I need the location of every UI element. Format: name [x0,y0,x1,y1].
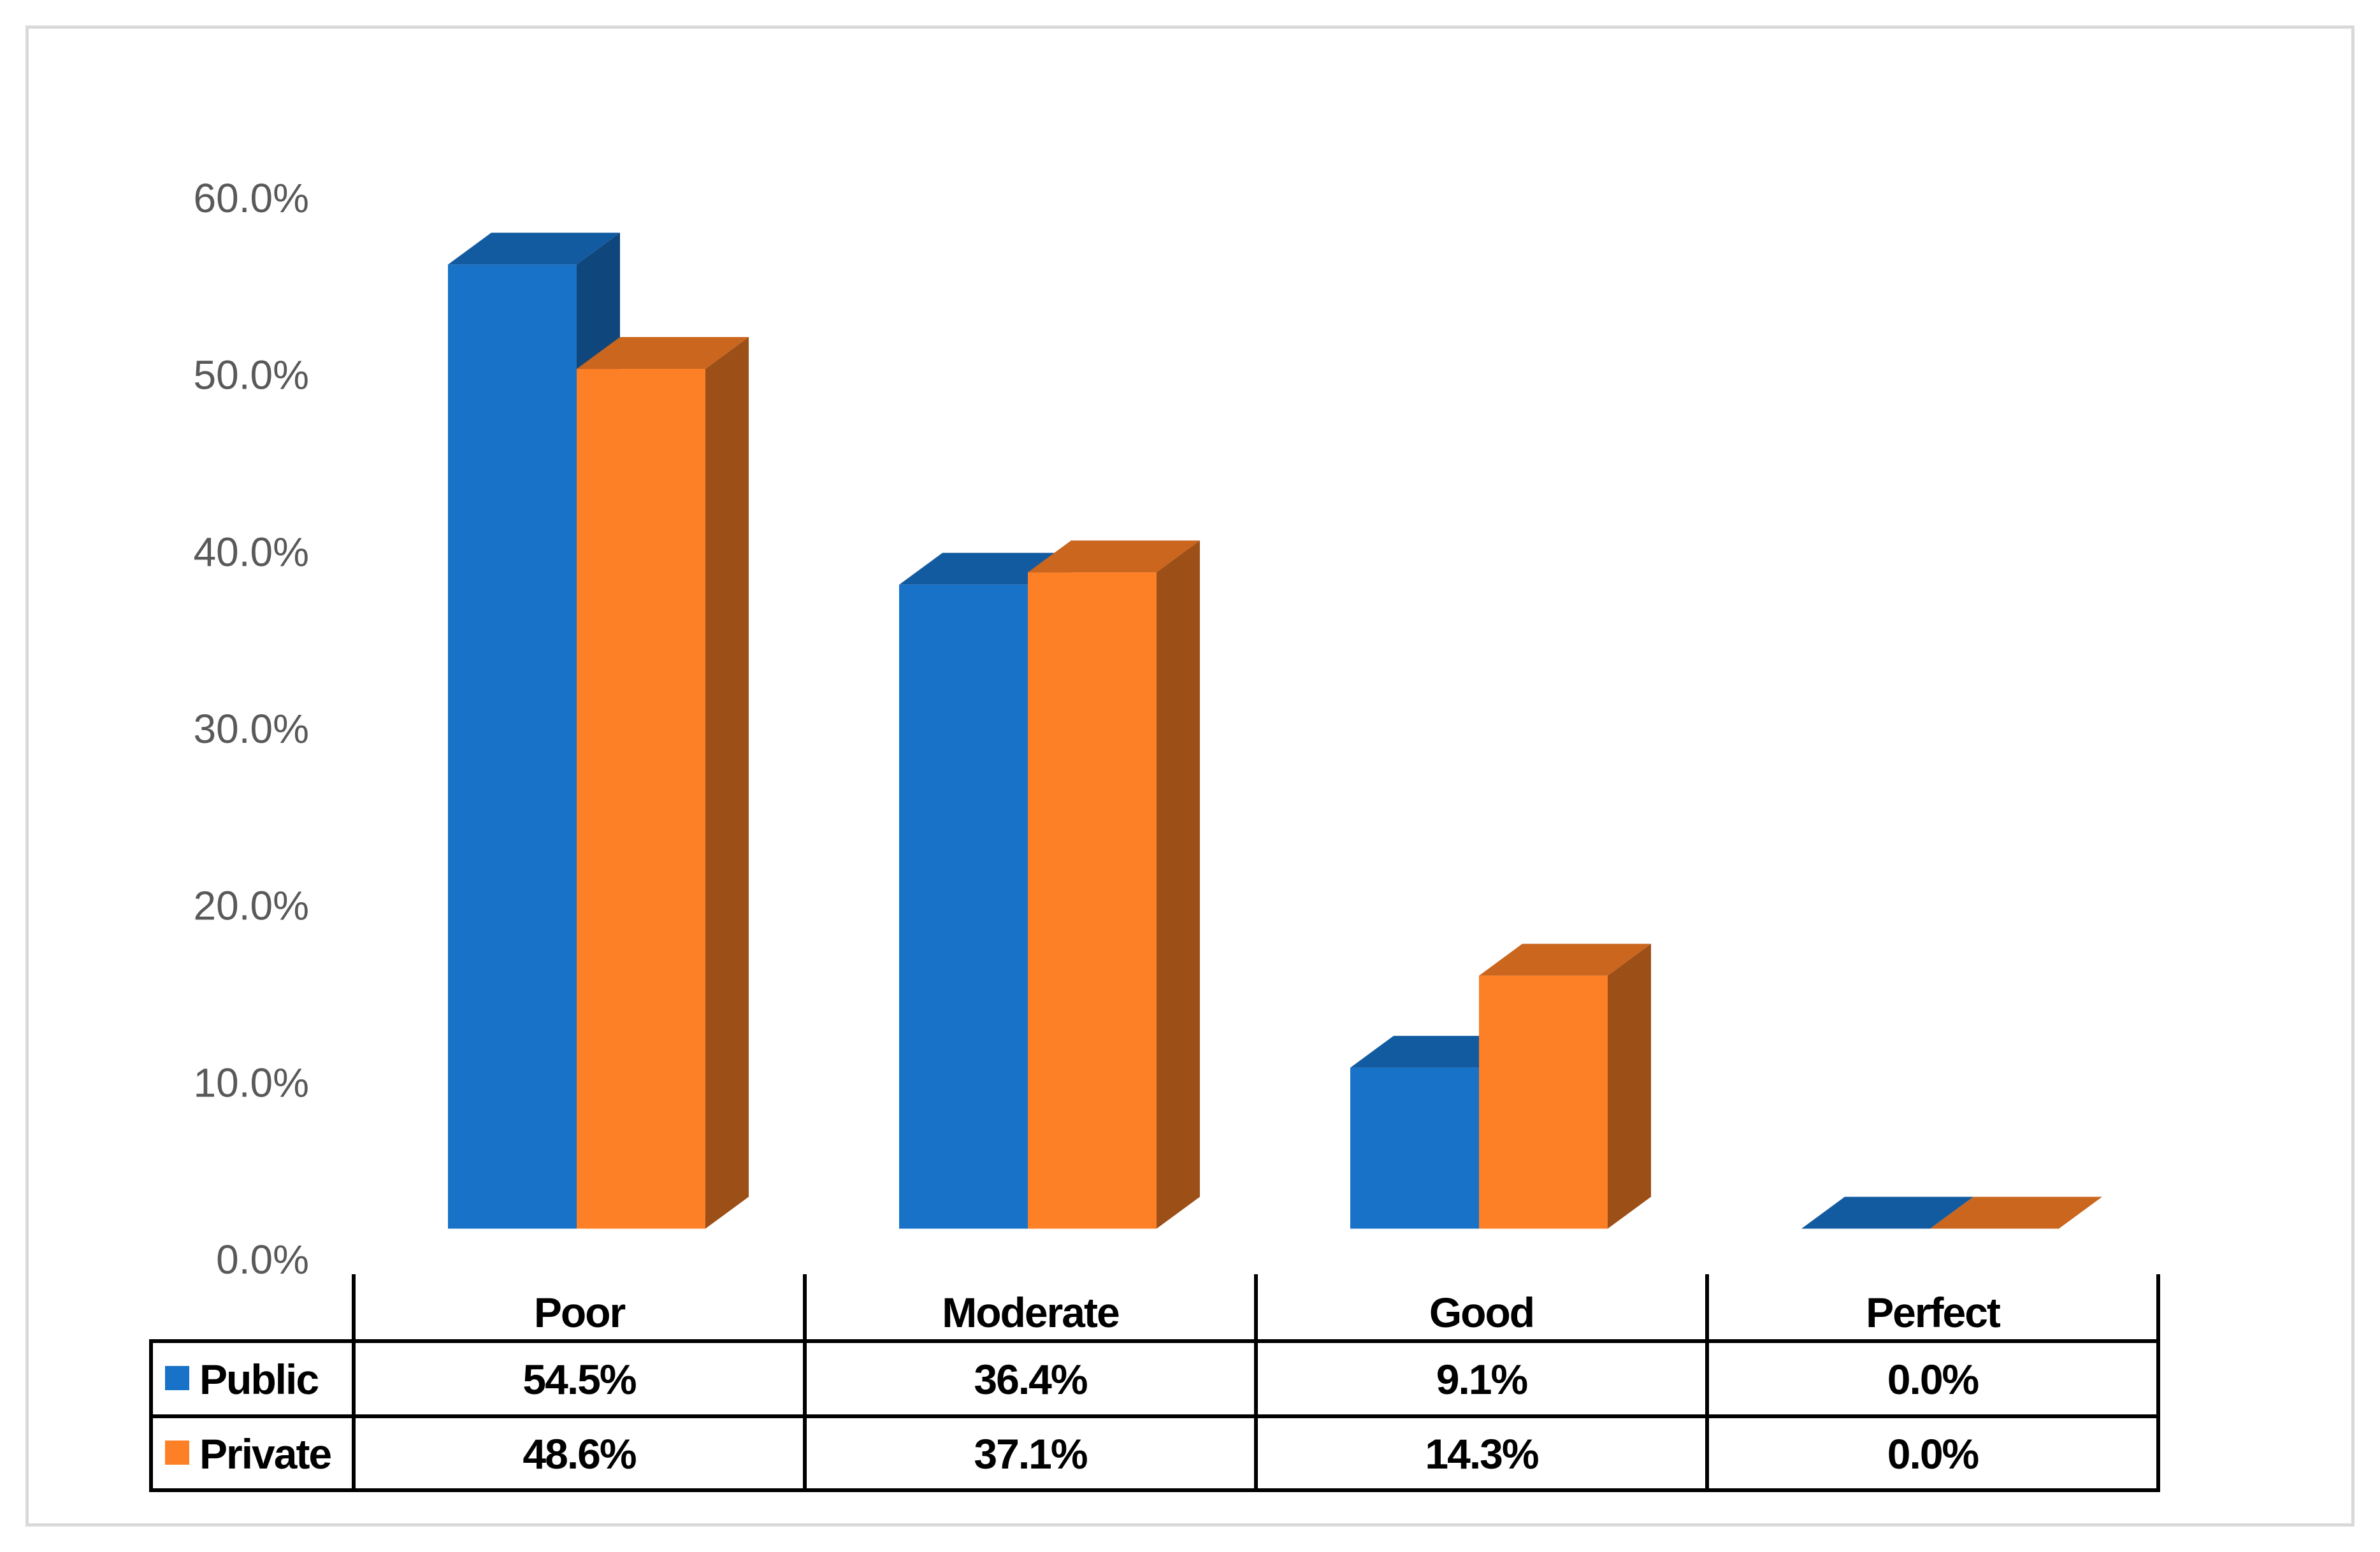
y-tick-label: 10.0% [194,1060,309,1105]
table-value-cell: 0.0% [1887,1430,1979,1477]
bar-side-face [1157,540,1200,1229]
table-category-label: Poor [534,1289,626,1336]
data-table: Poor Moderate Good Perfect Public 54.5% 36.4% 9… [149,1274,2160,1492]
y-tick-label: 40.0% [194,529,309,575]
bar-front-face [1479,975,1608,1229]
table-value-cell: 0.0% [1887,1356,1979,1403]
plot-area [448,233,2102,1229]
table-value-cell: 9.1% [1436,1356,1527,1403]
bar-top-face [1028,540,1200,573]
bar-top-face [1930,1196,2102,1229]
table-category-label: Perfect [1866,1289,2001,1336]
bar [1801,1196,1973,1229]
bar [1479,944,1651,1229]
y-tick-label: 60.0% [194,175,309,221]
table-category-label: Moderate [942,1289,1119,1336]
y-tick-label: 50.0% [194,352,309,398]
bar-front-face [1350,1067,1479,1229]
bar-front-face [448,264,577,1229]
bar-top-face [1479,944,1651,976]
y-tick-label: 0.0% [216,1237,309,1283]
table-value-cell: 36.4% [974,1356,1086,1403]
bar-side-face [705,337,749,1229]
y-axis: 0.0% 10.0% 20.0% 30.0% 40.0% 50.0% 60.0% [194,175,309,1283]
table-value-cell: 37.1% [974,1430,1086,1477]
bar-side-face [1608,944,1651,1229]
bar-top-face [577,337,749,370]
legend-series-name: Private [199,1430,331,1477]
bar-top-face [1801,1196,1973,1229]
bar-chart: 0.0% 10.0% 20.0% 30.0% 40.0% 50.0% 60.0% Poor M… [149,175,2160,1492]
legend-swatch [165,1366,189,1390]
bar-front-face [1028,572,1157,1229]
y-tick-label: 20.0% [194,883,309,929]
table-value-cell: 48.6% [523,1430,635,1477]
bar [1930,1196,2102,1229]
legend-series-name: Public [199,1356,318,1403]
legend-swatch [165,1441,189,1465]
bar-front-face [577,369,705,1229]
bar [577,337,749,1229]
bar-top-face [448,233,620,265]
table-value-cell: 54.5% [523,1356,635,1403]
table-category-label: Good [1429,1289,1534,1336]
chart-frame: 0.0% 10.0% 20.0% 30.0% 40.0% 50.0% 60.0% Poor M… [25,25,2355,1527]
table-value-cell: 14.3% [1425,1430,1538,1477]
bar-front-face [899,584,1028,1229]
bar [1028,540,1200,1229]
y-tick-label: 30.0% [194,706,309,752]
